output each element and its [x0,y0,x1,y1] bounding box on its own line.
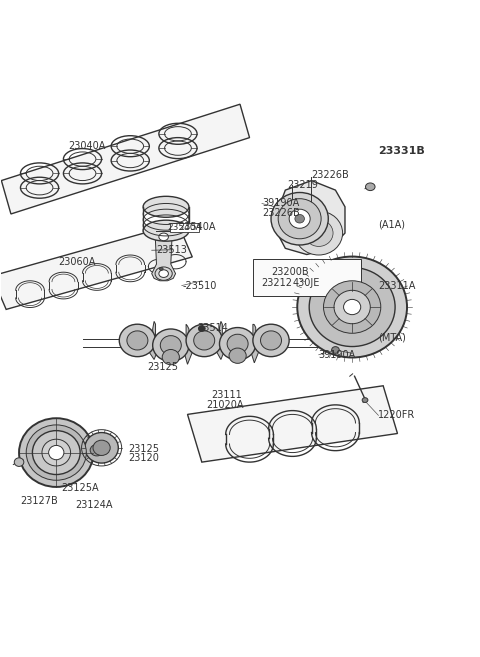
Ellipse shape [159,270,168,277]
Ellipse shape [186,324,222,357]
Ellipse shape [227,334,248,353]
Polygon shape [183,324,192,364]
Ellipse shape [90,445,104,456]
Ellipse shape [19,419,94,487]
Text: 39190A: 39190A [262,198,299,208]
Ellipse shape [159,267,163,270]
Ellipse shape [304,219,333,246]
Text: 23219: 23219 [288,180,319,191]
Ellipse shape [26,425,86,480]
Ellipse shape [159,233,168,240]
Text: 1220FR: 1220FR [378,411,416,420]
Ellipse shape [324,281,381,333]
Ellipse shape [219,328,256,360]
Text: 23120: 23120 [128,453,159,463]
Text: 23331B: 23331B [378,146,425,156]
Ellipse shape [48,445,64,460]
Text: 23311A: 23311A [378,281,416,290]
Ellipse shape [295,211,343,255]
Ellipse shape [33,430,80,474]
Text: 23513: 23513 [156,245,187,255]
Text: 23125: 23125 [147,361,178,372]
Ellipse shape [289,209,310,228]
Text: 23212: 23212 [262,278,292,288]
Ellipse shape [199,326,205,331]
Polygon shape [1,104,250,214]
Text: 21020A: 21020A [206,400,244,410]
Text: 23111: 23111 [211,390,242,400]
Ellipse shape [143,220,189,241]
Text: 430JE: 430JE [292,278,320,288]
Text: 23040A: 23040A [68,141,106,151]
Text: 23125: 23125 [128,443,159,454]
Ellipse shape [155,267,172,281]
Ellipse shape [229,348,246,363]
FancyBboxPatch shape [253,259,361,296]
Ellipse shape [42,440,71,466]
Ellipse shape [278,198,321,238]
Polygon shape [188,386,397,462]
Text: (MTA): (MTA) [378,332,406,342]
Ellipse shape [261,331,281,350]
Ellipse shape [362,397,368,403]
Polygon shape [149,321,159,359]
Ellipse shape [365,183,375,191]
Text: 23540A: 23540A [168,223,202,232]
Polygon shape [250,324,259,363]
Ellipse shape [14,458,24,466]
Ellipse shape [93,440,110,455]
Text: 39190A: 39190A [319,350,356,360]
Ellipse shape [332,347,339,353]
Ellipse shape [194,331,215,350]
Polygon shape [277,181,345,254]
Polygon shape [0,223,192,309]
Ellipse shape [86,441,108,460]
Text: 23226B: 23226B [312,170,349,180]
Ellipse shape [297,256,407,357]
Text: 23540A: 23540A [178,222,216,233]
Ellipse shape [85,432,118,463]
Ellipse shape [309,267,395,346]
Ellipse shape [334,290,370,324]
Text: -23510: -23510 [183,281,217,290]
Ellipse shape [271,193,328,245]
Text: 23226B: 23226B [262,208,300,218]
Ellipse shape [253,324,289,357]
Ellipse shape [127,331,148,350]
Text: 23127B: 23127B [21,496,58,507]
Polygon shape [152,232,176,281]
Ellipse shape [153,329,189,361]
Text: 23514: 23514 [197,323,228,332]
Ellipse shape [160,336,181,355]
Ellipse shape [143,196,189,217]
Text: 23125A: 23125A [61,484,99,493]
Text: 23060A: 23060A [59,257,96,267]
Text: (A1A): (A1A) [378,219,406,229]
Ellipse shape [295,214,304,223]
Polygon shape [216,321,226,359]
Ellipse shape [119,324,156,357]
Text: 23200B: 23200B [271,267,309,277]
Ellipse shape [162,350,180,365]
FancyBboxPatch shape [170,223,199,232]
Ellipse shape [344,300,361,315]
Text: 23124A: 23124A [75,500,113,510]
